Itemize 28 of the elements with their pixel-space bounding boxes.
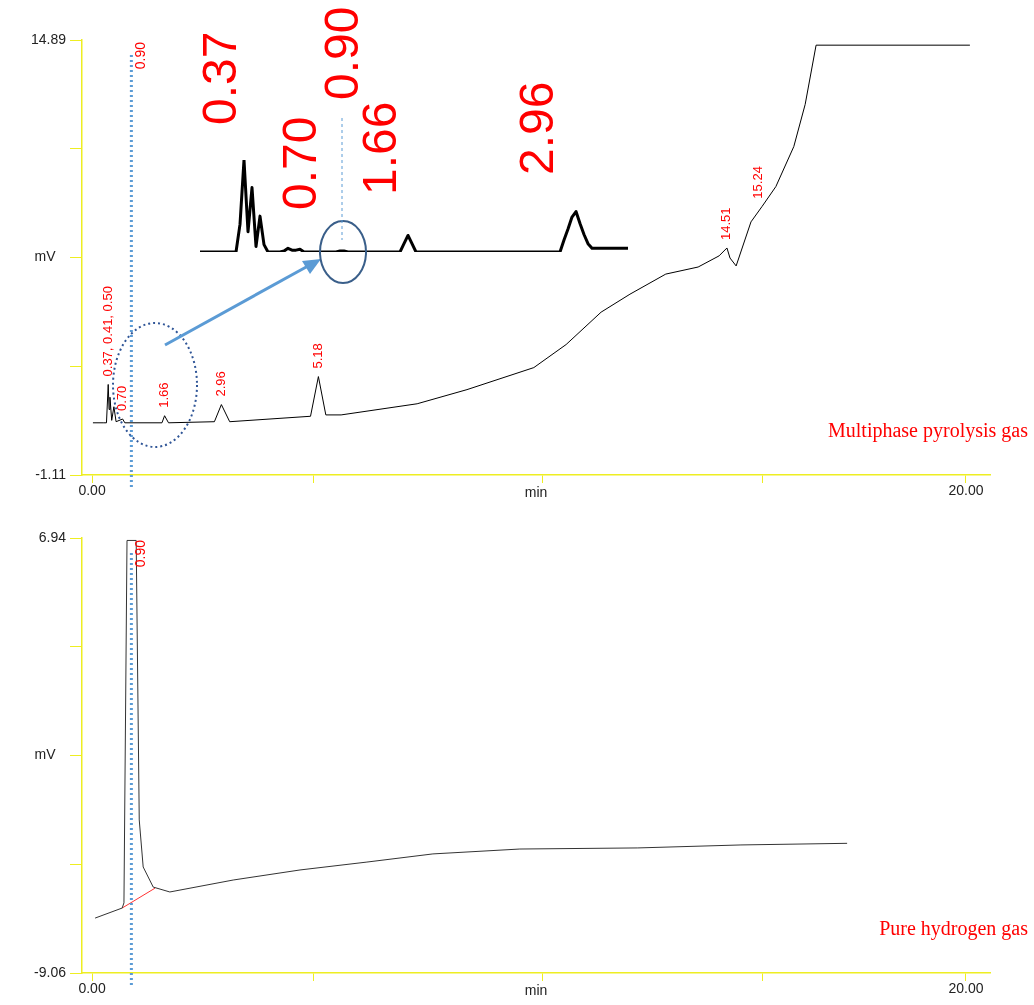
x-axis-title: min (524, 483, 548, 500)
annotation: 2.96 (212, 371, 228, 397)
y-tick-label: -9.06 (34, 963, 67, 980)
annotation: 0.37, 0.41, 0.50 (99, 286, 115, 377)
y-tick-label: 6.94 (38, 528, 67, 545)
x-tick-label: 0.00 (78, 482, 106, 499)
x-tick-label: 0.00 (78, 980, 106, 997)
ref-line-label: 0.90 (132, 539, 149, 568)
annotation: 5.18 (309, 343, 325, 369)
y-axis-title: mV (34, 248, 57, 265)
annotation: 14.51 (717, 207, 733, 240)
annotation: 1.66 (156, 382, 172, 408)
annotation: 0.37 (193, 31, 247, 125)
x-tick-label: 20.00 (948, 482, 984, 499)
y-axis-title: mV (34, 746, 57, 763)
annotation: 1.66 (353, 101, 407, 195)
ref-line-label: 0.90 (132, 41, 149, 70)
annotation: Multiphase pyrolysis gas (828, 419, 1029, 442)
annotation: 0.90 (315, 6, 369, 100)
y-tick-label: 14.89 (30, 30, 67, 47)
y-tick-label: -1.11 (35, 465, 67, 482)
annotation: 0.70 (273, 116, 327, 210)
annotation: 2.96 (510, 81, 564, 175)
annotation: 0.70 (114, 385, 130, 411)
annotation: Pure hydrogen gas (879, 917, 1029, 940)
x-tick-label: 20.00 (948, 980, 984, 997)
annotation: 15.24 (749, 166, 765, 199)
x-axis-title: min (524, 981, 548, 998)
